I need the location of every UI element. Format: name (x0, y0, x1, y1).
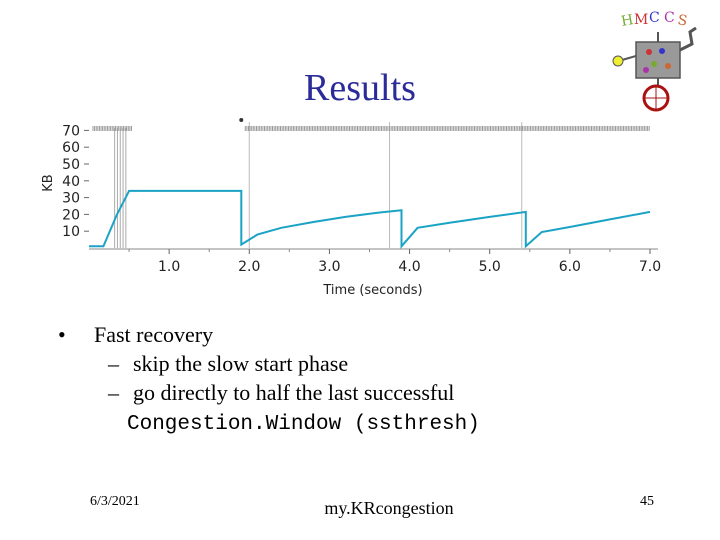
code-text: Congestion.Window (ssthresh) (127, 413, 480, 436)
svg-text:H: H (620, 12, 635, 30)
hmc-cs-robot-logo-icon: H M C C S (612, 10, 697, 112)
svg-text:S: S (676, 12, 688, 29)
slide-title: Results (304, 67, 416, 109)
sub-bullet-marker: – (108, 351, 119, 376)
y-axis-label: KB (41, 174, 56, 191)
x-tick-label: 5.0 (479, 259, 501, 275)
y-tick-label: 50 (62, 157, 80, 173)
y-tick-label: 20 (62, 207, 80, 223)
x-tick-label: 6.0 (559, 259, 581, 275)
series-line (89, 189, 651, 249)
footer-title: my.KRcongestion (324, 498, 454, 518)
x-tick-label: 4.0 (398, 259, 420, 275)
x-tick-label: 2.0 (238, 259, 260, 275)
x-tick-label: 1.0 (158, 259, 180, 275)
svg-text:M: M (634, 12, 648, 28)
sub-bullet-text: skip the slow start phase (133, 351, 349, 376)
x-tick-label: 7.0 (639, 259, 661, 275)
sub-bullet-item: – go directly to half the last successfu… (58, 378, 678, 407)
sub-bullet-item: – skip the slow start phase (58, 349, 678, 378)
sub-bullet-continuation: Congestion.Window (ssthresh) (58, 407, 678, 439)
svg-text:C: C (664, 10, 675, 26)
y-tick-label: 70 (62, 123, 80, 139)
y-tick-label: 60 (62, 140, 80, 156)
page-number: 45 (640, 494, 654, 509)
bullet-list: • Fast recovery – skip the slow start ph… (58, 320, 678, 439)
bullet-marker: • (58, 322, 66, 347)
svg-text:C: C (649, 10, 660, 26)
footer-date: 6/3/2021 (90, 494, 140, 509)
x-axis-label: Time (seconds) (322, 283, 422, 298)
sub-bullet-marker: – (108, 380, 119, 405)
bullet-item: • Fast recovery (58, 320, 678, 349)
marker-dot (239, 118, 244, 122)
sub-bullet-text: go directly to half the last successful (133, 380, 455, 405)
y-tick-label: 40 (62, 174, 80, 190)
bullet-text: Fast recovery (94, 322, 214, 347)
x-tick-label: 3.0 (318, 259, 340, 275)
y-tick-label: 30 (62, 191, 80, 207)
y-tick-label: 10 (62, 224, 80, 240)
